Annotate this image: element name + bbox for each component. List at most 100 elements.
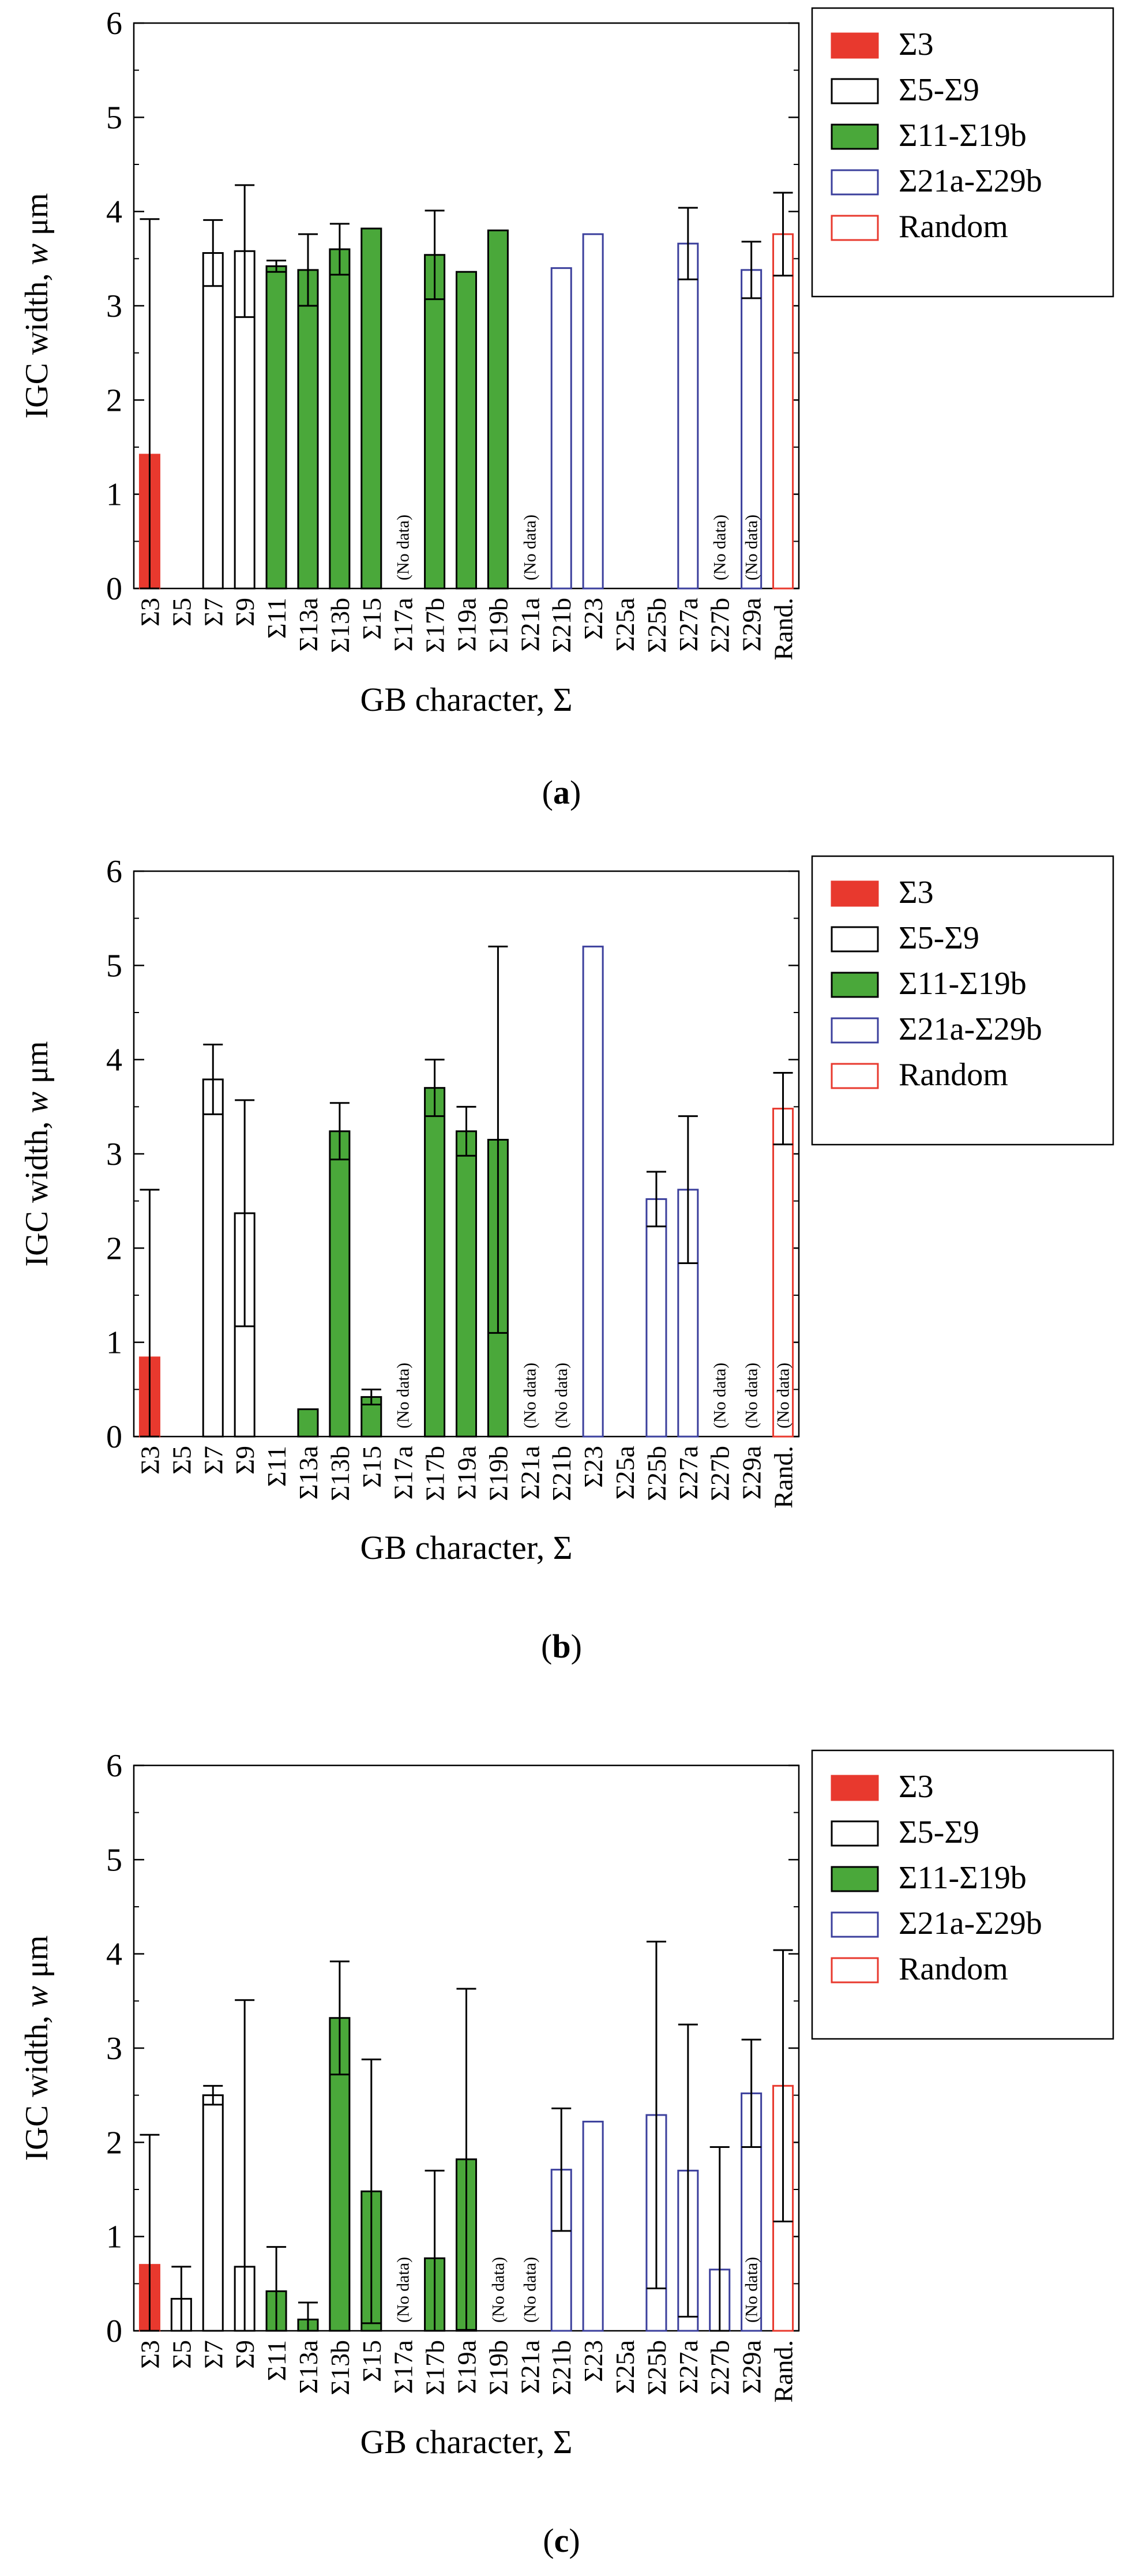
- x-tick-label-Σ21a: Σ21a: [515, 2340, 544, 2394]
- y-tick-label: 4: [106, 194, 122, 230]
- x-tick-label-Σ15: Σ15: [357, 598, 386, 640]
- x-tick-label-Σ19a: Σ19a: [452, 1446, 482, 1499]
- legend-label: Σ11-Σ19b: [899, 118, 1027, 153]
- x-tick-label-Σ21b: Σ21b: [547, 1446, 576, 1501]
- bar-Σ13b: [329, 1130, 351, 1438]
- x-tick-label-Σ15: Σ15: [357, 1446, 386, 1488]
- y-axis-label-unit: μm: [19, 1041, 55, 1092]
- bar-Σ19b: [487, 229, 509, 590]
- legend-swatch: [831, 880, 879, 907]
- x-tick-label-Σ3: Σ3: [135, 2340, 164, 2369]
- bar-Σ23: [582, 233, 604, 590]
- y-axis-label: IGC width, w μm: [19, 1041, 55, 1267]
- x-tick-label-Σ13a: Σ13a: [294, 1446, 323, 1499]
- x-axis-label: GB character, Σ: [360, 1529, 573, 1566]
- x-tick-label-Σ9: Σ9: [230, 598, 260, 627]
- x-tick-label-Σ3: Σ3: [135, 598, 164, 627]
- y-tick-label: 4: [106, 1043, 122, 1078]
- no-data-label: (No data): [394, 2257, 413, 2323]
- y-axis-label-var: w: [19, 243, 55, 265]
- legend-swatch: [831, 1820, 879, 1847]
- y-tick-label: 5: [106, 1842, 122, 1878]
- x-tick-label-Σ29a: Σ29a: [737, 1446, 767, 1499]
- bar-Σ23: [582, 946, 604, 1438]
- x-tick-label-Σ27b: Σ27b: [705, 598, 735, 653]
- x-tick-label-Σ29a: Σ29a: [737, 2340, 767, 2394]
- legend-swatch: [831, 32, 879, 59]
- x-tick-label-Σ11: Σ11: [262, 2340, 291, 2381]
- legend-label: Random: [899, 209, 1008, 245]
- panel-label-a: (a): [542, 774, 581, 811]
- no-data-label: (No data): [489, 2257, 508, 2323]
- bar-Σ7: [202, 252, 224, 590]
- x-tick-label-Σ13b: Σ13b: [325, 1446, 355, 1501]
- no-data-label: (No data): [520, 1363, 539, 1428]
- x-tick-label-Σ9: Σ9: [230, 1446, 260, 1475]
- y-axis-label-var: w: [19, 1986, 55, 2007]
- x-tick-label-Σ21b: Σ21b: [547, 598, 576, 653]
- x-tick-label-Σ27a: Σ27a: [674, 2340, 703, 2394]
- y-axis-label-text: IGC width,: [19, 265, 55, 418]
- bar-Σ13a: [297, 269, 319, 590]
- x-tick-label-Rand.: Rand.: [769, 2340, 798, 2403]
- x-tick-label-Σ9: Σ9: [230, 2340, 260, 2369]
- legend-label: Σ21a-Σ29b: [899, 163, 1042, 199]
- legend-label: Σ3: [899, 27, 934, 62]
- y-tick-label: 2: [106, 1231, 122, 1266]
- x-tick-label-Σ17b: Σ17b: [420, 2340, 450, 2395]
- x-tick-label-Σ7: Σ7: [198, 598, 228, 627]
- y-axis-label: IGC width, w μm: [19, 193, 55, 419]
- x-tick-label-Σ17a: Σ17a: [389, 598, 418, 651]
- legend-swatch: [831, 1063, 879, 1089]
- y-axis-label-unit: μm: [19, 193, 55, 244]
- bar-Σ25b: [645, 1198, 667, 1438]
- x-tick-label-Σ13a: Σ13a: [294, 598, 323, 651]
- x-tick-label-Σ21a: Σ21a: [515, 1446, 544, 1499]
- legend-swatch: [831, 169, 879, 196]
- x-tick-label-Σ27b: Σ27b: [705, 2340, 735, 2395]
- legend-swatch: [831, 1866, 879, 1892]
- bar-Σ7: [202, 2094, 224, 2332]
- legend-label: Random: [899, 1951, 1008, 1987]
- legend-label: Σ3: [899, 1769, 934, 1805]
- legend-label: Σ21a-Σ29b: [899, 1011, 1042, 1047]
- no-data-label: (No data): [742, 515, 761, 580]
- x-tick-label-Σ5: Σ5: [167, 1446, 196, 1475]
- y-tick-label: 2: [106, 383, 122, 418]
- y-tick-label: 3: [106, 1137, 122, 1172]
- x-tick-label-Σ17a: Σ17a: [389, 1446, 418, 1499]
- no-data-label: (No data): [711, 515, 730, 580]
- legend-label: Σ3: [899, 875, 934, 910]
- legend-swatch: [831, 123, 879, 150]
- bar-Σ11: [265, 265, 287, 590]
- legend-label: Σ11-Σ19b: [899, 966, 1027, 1002]
- x-tick-label-Σ29a: Σ29a: [737, 598, 767, 651]
- x-tick-label-Σ7: Σ7: [198, 2340, 228, 2369]
- x-tick-label-Σ25a: Σ25a: [610, 1446, 640, 1499]
- legend-label: Σ5-Σ9: [899, 1814, 979, 1850]
- legend-swatch: [831, 78, 879, 104]
- y-tick-label: 1: [106, 1325, 122, 1361]
- x-tick-label-Σ19b: Σ19b: [483, 598, 513, 653]
- x-tick-label-Σ11: Σ11: [262, 1446, 291, 1487]
- legend-swatch: [831, 1957, 879, 1983]
- bar-Σ19a: [455, 271, 478, 590]
- no-data-label: (No data): [774, 1363, 793, 1428]
- y-tick-label: 6: [106, 1748, 122, 1784]
- x-tick-label-Σ5: Σ5: [167, 598, 196, 627]
- legend-swatch: [831, 1017, 879, 1044]
- no-data-label: (No data): [742, 2257, 761, 2323]
- bar-Σ15: [360, 227, 382, 590]
- no-data-label: (No data): [394, 1363, 413, 1428]
- bar-Σ21b: [550, 267, 572, 590]
- x-tick-label-Σ13b: Σ13b: [325, 2340, 355, 2395]
- legend-swatch: [831, 972, 879, 998]
- legend-label: Random: [899, 1057, 1008, 1093]
- y-tick-label: 1: [106, 477, 122, 513]
- x-tick-label-Σ27b: Σ27b: [705, 1446, 735, 1501]
- y-axis-label-text: IGC width,: [19, 2007, 55, 2161]
- y-tick-label: 0: [106, 571, 122, 607]
